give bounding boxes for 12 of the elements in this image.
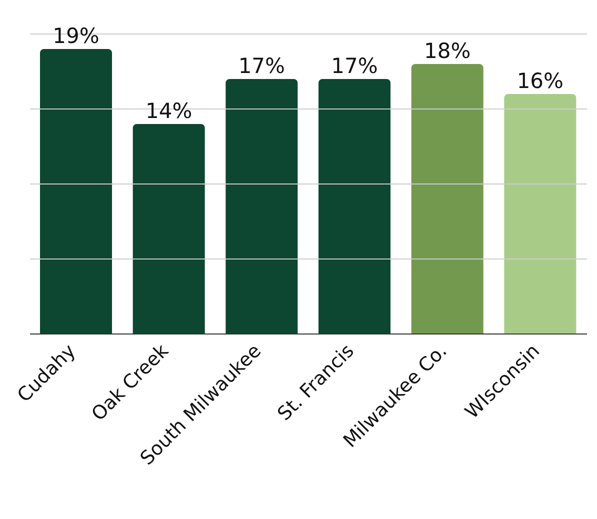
bar <box>226 79 298 334</box>
data-label: 16% <box>516 69 564 93</box>
bar <box>504 94 576 334</box>
bar <box>40 49 112 334</box>
data-label: 17% <box>238 54 286 78</box>
data-label: 18% <box>424 39 471 63</box>
bar <box>318 79 390 334</box>
data-label: 17% <box>331 54 378 78</box>
bar <box>132 124 205 334</box>
data-label: 19% <box>52 24 100 48</box>
bar <box>411 64 484 334</box>
data-label: 14% <box>145 99 192 123</box>
